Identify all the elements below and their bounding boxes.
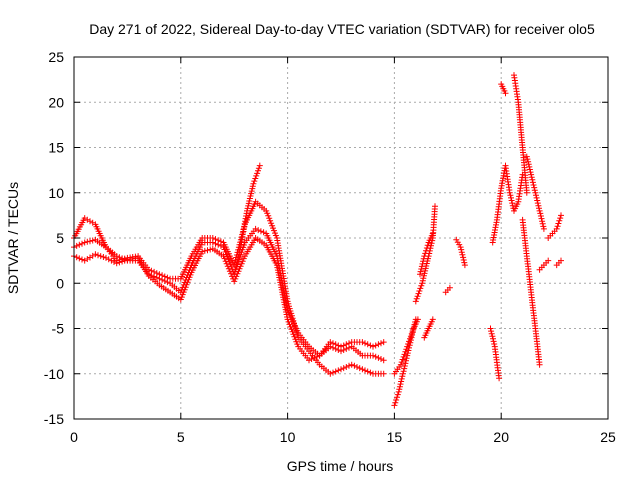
data-point-markers — [487, 325, 503, 382]
series-track-s — [545, 212, 564, 241]
grid-layer — [74, 57, 608, 419]
data-point-markers — [417, 230, 436, 278]
data-point-markers — [421, 316, 436, 341]
data-point-markers — [511, 72, 530, 196]
data-point-markers — [523, 153, 547, 232]
series-track-h — [417, 230, 436, 278]
x-tick-label: 15 — [387, 429, 403, 445]
series-track-j — [442, 284, 453, 296]
y-tick-label: -15 — [44, 411, 64, 427]
series-track-k — [453, 236, 468, 269]
x-tick-label: 0 — [70, 429, 78, 445]
series-track-p — [519, 216, 543, 368]
y-tick-label: 0 — [56, 275, 64, 291]
x-axis-label: GPS time / hours — [287, 458, 394, 474]
y-tick-label: -10 — [44, 366, 64, 382]
y-tick-label: 25 — [48, 49, 64, 65]
chart-title: Day 271 of 2022, Sidereal Day-to-day VTE… — [89, 21, 595, 37]
series-track-o — [511, 72, 530, 196]
y-tick-label: 5 — [56, 230, 64, 246]
y-tick-label: 20 — [48, 94, 64, 110]
x-tick-label: 10 — [280, 429, 296, 445]
x-tick-label: 25 — [600, 429, 616, 445]
series-track-n — [498, 81, 509, 97]
y-tick-label: 10 — [48, 185, 64, 201]
y-tick-label: -5 — [52, 321, 65, 337]
data-point-markers — [231, 162, 263, 278]
series-track-d — [231, 162, 263, 278]
series-track-f — [391, 316, 421, 377]
series-track-l — [487, 325, 503, 382]
data-point-markers — [545, 212, 564, 241]
y-tick-label: 15 — [48, 140, 64, 156]
data-layer — [71, 72, 564, 409]
series-track-m — [489, 162, 526, 246]
data-point-markers — [553, 257, 564, 269]
series-track-i — [421, 316, 436, 341]
series-track-r — [536, 257, 552, 273]
data-point-markers — [536, 257, 552, 273]
series-track-q — [523, 153, 547, 232]
data-point-markers — [489, 162, 526, 246]
x-tick-label: 5 — [177, 429, 185, 445]
y-axis-label: SDTVAR / TECUs — [5, 182, 21, 294]
series-track-t — [553, 257, 564, 269]
data-point-markers — [453, 236, 468, 269]
data-point-markers — [442, 284, 453, 296]
tick-layer: 0 5 10 15 20 25 -15 -10 -5 0 5 10 15 20 25 — [44, 49, 616, 445]
x-tick-label: 20 — [493, 429, 509, 445]
data-point-markers — [498, 81, 509, 97]
data-point-markers — [519, 216, 543, 368]
data-point-markers — [391, 316, 421, 377]
